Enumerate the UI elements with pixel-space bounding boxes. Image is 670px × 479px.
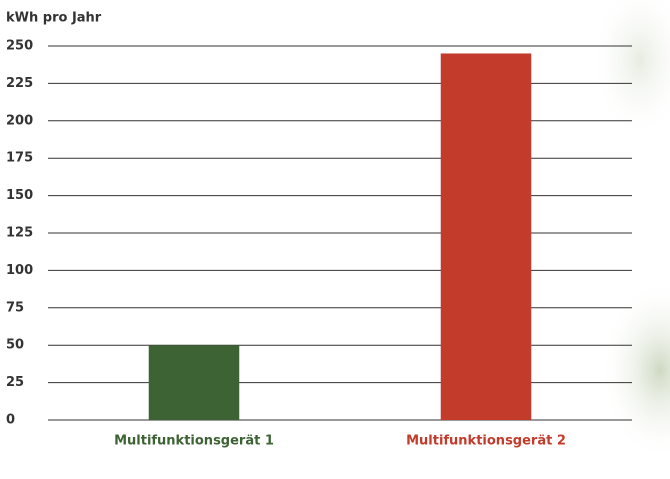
y-tick-label: 175 [6, 151, 33, 166]
x-tick-label: Multifunktionsgerät 1 [114, 434, 274, 449]
bar [441, 53, 532, 420]
y-tick-label: 100 [6, 263, 33, 278]
y-tick-label: 125 [6, 226, 33, 241]
y-tick-label: 200 [6, 113, 33, 128]
background-decoration [600, 280, 670, 460]
background-decoration [590, 0, 670, 140]
y-tick-label: 150 [6, 188, 33, 203]
y-tick-label: 250 [6, 39, 33, 54]
y-tick-label: 75 [6, 300, 24, 315]
y-tick-label: 225 [6, 76, 33, 91]
bar [149, 345, 240, 420]
x-tick-label: Multifunktionsgerät 2 [406, 434, 566, 449]
y-tick-label: 50 [6, 338, 24, 353]
y-tick-label: 0 [6, 413, 15, 428]
y-axis-label: kWh pro Jahr [6, 11, 102, 26]
chart: kWh pro Jahr 0 25 50 75 100 125 150 175 200 225 25… [0, 0, 670, 479]
y-tick-label: 25 [6, 375, 24, 390]
